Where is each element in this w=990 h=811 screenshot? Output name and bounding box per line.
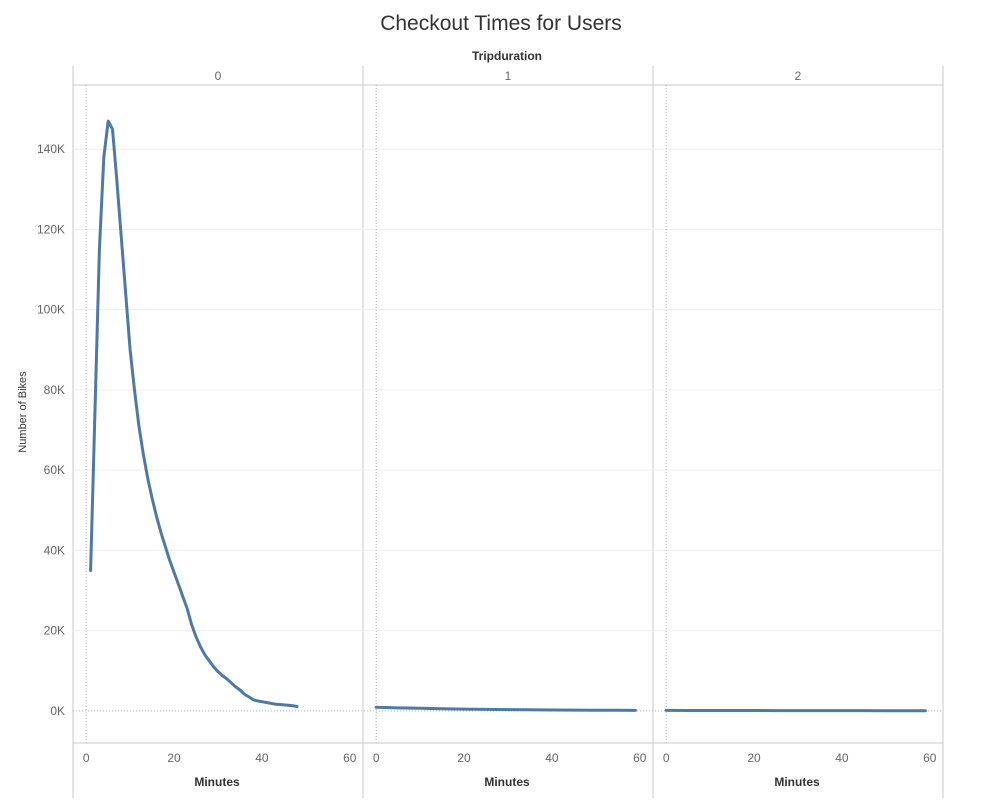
- y-tick-label: 60K: [44, 463, 65, 477]
- facet-header-title: Tripduration: [472, 49, 542, 63]
- x-axis-title: Minutes: [484, 775, 530, 789]
- x-axis-title: Minutes: [774, 775, 820, 789]
- gridlines: [73, 148, 943, 632]
- x-axis-titles: Minutes Minutes Minutes: [194, 775, 820, 789]
- x-tick-label: 0: [83, 751, 90, 765]
- x-tick-label: 40: [835, 751, 849, 765]
- y-tick-label: 120K: [37, 222, 65, 236]
- panel-header-1: 1: [505, 69, 512, 83]
- x-tick-label: 60: [343, 751, 357, 765]
- x-tick-label: 40: [545, 751, 559, 765]
- x-tick-label: 0: [373, 751, 380, 765]
- panel-header-2: 2: [795, 69, 802, 83]
- x-tick-label: 60: [923, 751, 937, 765]
- x-tick-label: 40: [255, 751, 269, 765]
- y-tick-label: 140K: [37, 142, 65, 156]
- y-tick-label: 100K: [37, 303, 65, 317]
- series-line-0: [89, 119, 299, 708]
- series-lines: [89, 119, 927, 713]
- y-tick-label: 40K: [44, 543, 65, 557]
- x-tick-label: 20: [457, 751, 471, 765]
- y-tick-label: 0K: [50, 704, 65, 718]
- series-line-1: [374, 705, 637, 712]
- zero-reference-lines: [73, 85, 943, 743]
- y-tick-label: 20K: [44, 624, 65, 638]
- panel-header-0: 0: [215, 69, 222, 83]
- chart-title: Checkout Times for Users: [380, 12, 622, 35]
- x-tick-label: 20: [747, 751, 761, 765]
- y-tick-label: 80K: [44, 383, 65, 397]
- x-tick-label: 0: [663, 751, 670, 765]
- x-axis-title: Minutes: [194, 775, 240, 789]
- panel-frames: [72, 66, 944, 798]
- panel-headers: 0 1 2: [215, 69, 802, 83]
- tick-labels: 0K 20K 40K 60K 80K 100K 120K 140K 0 20 40 60 0 20 40 60…: [37, 142, 937, 765]
- x-tick-label: 60: [633, 751, 647, 765]
- y-axis-title: Number of Bikes: [17, 371, 29, 453]
- x-tick-label: 20: [167, 751, 181, 765]
